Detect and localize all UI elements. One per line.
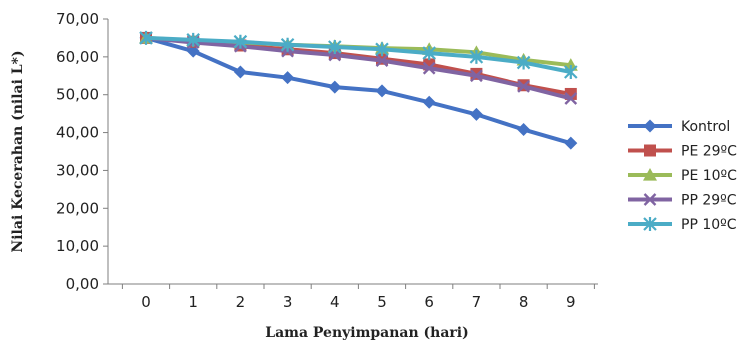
data-point — [375, 54, 389, 67]
legend-item: PP 29ºC — [628, 193, 737, 209]
data-point — [470, 69, 483, 83]
y-tick-label: 30,00 — [56, 161, 99, 179]
axes — [107, 19, 598, 285]
y-tick-label: 60,00 — [56, 48, 99, 66]
data-point — [422, 46, 436, 61]
legend-label: PE 10ºC — [681, 168, 737, 184]
legend-marker — [643, 193, 657, 206]
data-point — [328, 40, 342, 55]
legend-item: Kontrol — [628, 119, 730, 135]
data-point — [517, 123, 531, 137]
data-point — [280, 37, 295, 52]
data-point — [422, 95, 436, 109]
legend-item: PE 10ºC — [628, 168, 737, 184]
y-axis-title: Nilai Kecerahan (nilai L*) — [10, 50, 26, 252]
data-point — [186, 32, 200, 47]
legend-label: Kontrol — [681, 119, 730, 135]
x-tick-label: 7 — [472, 293, 482, 311]
data-point — [516, 55, 531, 70]
data-point — [139, 30, 153, 45]
legend-marker — [644, 144, 656, 157]
x-tick-label: 4 — [330, 293, 340, 311]
y-tick-label: 70,00 — [56, 10, 99, 28]
data-point — [469, 49, 484, 64]
series-lines — [139, 30, 578, 150]
x-tick-label: 5 — [377, 293, 387, 311]
data-point — [328, 80, 342, 94]
x-axis-title: Lama Penyimpanan (hari) — [265, 325, 469, 341]
data-point — [422, 61, 436, 75]
data-point — [517, 80, 530, 93]
series-pp-29-c — [139, 31, 578, 105]
x-tick-label: 1 — [188, 293, 198, 311]
series-line — [145, 36, 572, 146]
data-point — [375, 84, 389, 98]
data-point — [186, 44, 200, 58]
data-point — [469, 107, 483, 121]
data-point — [233, 34, 248, 49]
legend: Kontrol PE 29ºC PE 10ºC PP 29ºC PP 10ºC — [628, 119, 737, 233]
legend-item: PP 10ºC — [628, 217, 737, 233]
series-line — [145, 35, 572, 101]
data-point — [564, 65, 578, 79]
x-axis-ticks: 0 1 2 3 4 5 6 7 8 9 — [121, 284, 595, 311]
y-tick-label: 20,00 — [56, 199, 99, 217]
data-point — [281, 71, 295, 85]
y-tick-label: 50,00 — [56, 86, 99, 104]
y-tick-label: 10,00 — [56, 237, 99, 255]
x-tick-label: 2 — [236, 293, 246, 311]
y-axis-ticks: 0,00 10,00 20,00 30,00 40,00 50,00 60,00 70,00 — [56, 10, 108, 293]
legend-item: PE 29ºC — [628, 144, 737, 160]
legend-marker — [643, 119, 657, 133]
data-point — [233, 65, 247, 79]
x-tick-label: 0 — [141, 293, 151, 311]
legend-marker — [643, 168, 657, 181]
data-point — [375, 42, 389, 57]
series-pp-10-c — [139, 30, 578, 79]
x-tick-label: 9 — [566, 293, 576, 311]
y-tick-label: 40,00 — [56, 124, 99, 142]
series-line — [145, 35, 572, 74]
legend-marker — [643, 217, 657, 231]
legend-label: PE 29ºC — [681, 144, 737, 160]
x-tick-label: 6 — [424, 293, 434, 311]
legend-label: PP 10ºC — [681, 217, 737, 233]
legend-label: PP 29ºC — [681, 193, 737, 209]
x-tick-label: 3 — [283, 293, 293, 311]
x-tick-label: 8 — [519, 293, 529, 311]
y-tick-label: 0,00 — [66, 275, 99, 293]
data-point — [564, 92, 578, 105]
series-pe-10-c — [139, 30, 578, 71]
data-point — [564, 136, 578, 150]
